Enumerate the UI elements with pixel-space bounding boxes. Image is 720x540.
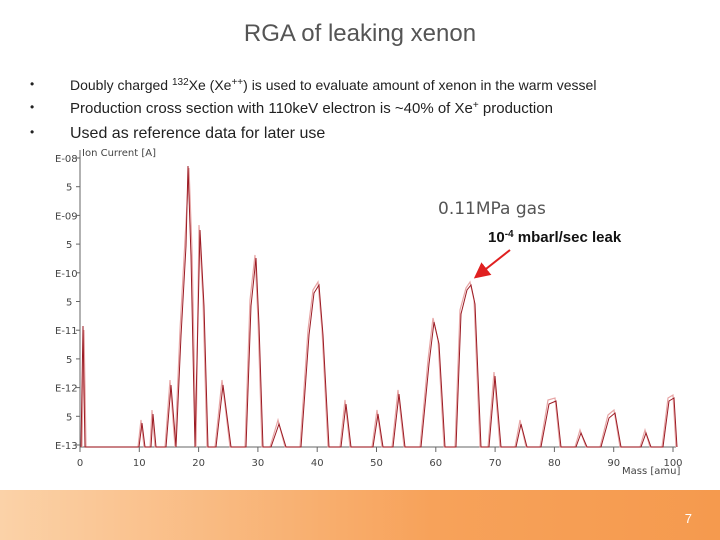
- text-run: mbarl/sec leak: [513, 229, 622, 246]
- page-number: 7: [684, 511, 692, 526]
- superscript: ++: [231, 77, 244, 88]
- y-tick-label: E-08: [55, 154, 78, 165]
- text-run: electron is ~40% of Xe: [322, 100, 473, 117]
- x-tick-label: 70: [489, 458, 502, 469]
- spectrum-trace: [80, 165, 678, 448]
- bullet-text: Doubly charged 132Xe (Xe++) is used to e…: [70, 77, 596, 93]
- figure-axes: [79, 150, 676, 448]
- y-tick-label: 5: [66, 183, 72, 194]
- y-tick-label: 5: [66, 298, 72, 309]
- superscript: 132: [171, 77, 189, 88]
- text-run: 10: [488, 229, 505, 246]
- annotation: 10-4 mbarl/sec leak: [488, 229, 621, 246]
- x-tick-label: 50: [370, 458, 383, 469]
- annotation-arrow: [473, 249, 511, 279]
- x-tick-label: 90: [607, 458, 620, 469]
- text-run: production: [478, 100, 553, 117]
- bullet-dot: •: [30, 125, 35, 139]
- y-tick-label: E-09: [55, 211, 78, 222]
- y-tick-label: 5: [66, 412, 72, 423]
- x-tick-label: 0: [77, 458, 83, 469]
- x-tick-label: 100: [663, 458, 682, 469]
- text-run: Doubly charged: [70, 77, 172, 93]
- y-tick-label: E-12: [55, 384, 78, 395]
- y-tick-label: E-11: [55, 326, 78, 337]
- bullet-dot: •: [30, 100, 35, 114]
- x-tick-label: 40: [311, 458, 324, 469]
- superscript: -4: [504, 229, 514, 240]
- x-tick-label: 30: [252, 458, 265, 469]
- footer-band: [0, 490, 720, 540]
- text-run: ) is used to evaluate amount of xenon in…: [243, 77, 597, 93]
- bullet-dot: •: [30, 77, 35, 91]
- text-run: Production cross section with 110keV: [70, 100, 323, 117]
- x-tick-label: 60: [429, 458, 442, 469]
- bullet-text: Used as reference data for later use: [70, 125, 325, 143]
- x-tick-label: 80: [548, 458, 561, 469]
- x-axis-label: Mass [amu]: [622, 466, 680, 477]
- bullet-text: Production cross section with 110keV ele…: [70, 100, 553, 117]
- text-run: Used as reference data for later use: [70, 125, 326, 142]
- text-run: Xe (Xe: [188, 77, 232, 93]
- y-axis-label: Ion Current [A]: [82, 148, 156, 159]
- figure: Ion Current [A] Mass [amu] 0.11MPa gas E…: [55, 148, 683, 477]
- spectrum-trace-light: [81, 167, 677, 448]
- y-tick-label: E-13: [55, 441, 78, 452]
- x-tick-label: 20: [192, 458, 205, 469]
- superscript: +: [472, 100, 479, 111]
- y-tick-label: E-10: [55, 269, 78, 280]
- inset-label: 0.11MPa gas: [438, 199, 546, 219]
- y-tick-label: 5: [66, 355, 72, 366]
- x-tick-label: 10: [133, 458, 146, 469]
- y-tick-label: 5: [66, 240, 72, 251]
- slide-title: RGA of leaking xenon: [243, 20, 477, 47]
